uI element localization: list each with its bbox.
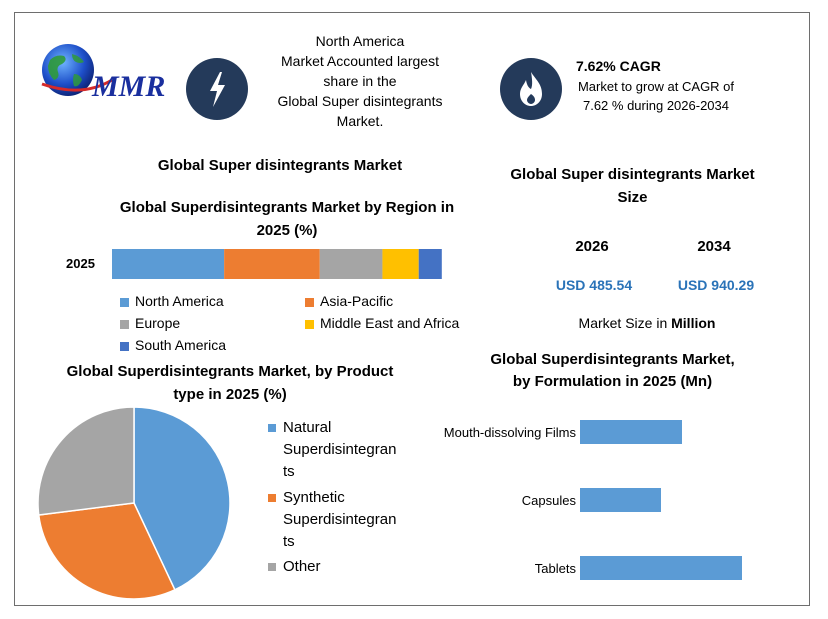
pie-slice (133, 406, 231, 591)
market-size-title-line: Global Super disintegrants Market (510, 166, 755, 183)
legend-swatch (305, 297, 314, 307)
market-size-title-line: Size (617, 189, 648, 206)
legend-swatch (268, 563, 276, 571)
callout-left-line: Global Super disintegrants (277, 93, 443, 109)
formulation-title-line: Global Superdisintegrants Market, (490, 351, 735, 368)
kpi-year-2: 2034 (697, 238, 731, 255)
region-bar-segment (112, 249, 225, 279)
logo: MMR (38, 44, 173, 103)
legend-swatch (268, 424, 276, 432)
legend-label: North America (135, 293, 224, 309)
legend-label: Synthetic Superdisintegran ts (283, 487, 396, 553)
pie-slice (37, 502, 176, 600)
legend-label-line: Superdisintegran (283, 511, 397, 528)
legend-label-line: Superdisintegran (283, 441, 397, 458)
legend-label: Other (283, 556, 321, 578)
region-bar-segment (382, 249, 419, 279)
flame-icon (520, 72, 542, 106)
product-title-line: Global Superdisintegrants Market, by Pro… (66, 363, 394, 380)
legend-label-line: Other (283, 558, 321, 575)
infographic-frame (14, 12, 810, 606)
callout-right-line: Market to grow at CAGR of (577, 79, 735, 94)
market-size-note: Market Size in Million (540, 315, 754, 331)
legend-label-line: Synthetic (283, 489, 345, 506)
callout-left-icon-bg (186, 58, 248, 120)
region-bar-segment (319, 249, 383, 279)
formulation-category-label: Mouth-dissolving Films (443, 425, 576, 440)
logo-text: MMR (92, 70, 166, 103)
product-chart-title: Global Superdisintegrants Market, by Pro… (40, 360, 420, 406)
legend-swatch (120, 319, 129, 329)
callout-left-text: North America Market Accounted largest sha… (260, 31, 460, 131)
legend-label: Natural Superdisintegran ts (283, 417, 396, 483)
market-size-note-unit: Million (671, 315, 716, 331)
region-bar-segment (418, 249, 442, 279)
kpi-value-1: USD 485.54 (555, 277, 633, 293)
legend-swatch (120, 297, 129, 307)
formulation-category-label: Capsules (521, 493, 576, 508)
region-legend-item: Asia-Pacific (305, 293, 393, 309)
callout-right-line: 7.62 % during 2026-2034 (582, 98, 729, 113)
globe-icon (41, 44, 113, 96)
product-title-line: type in 2025 (%) (173, 386, 287, 403)
region-legend-item: South America (120, 337, 226, 353)
legend-label-line: ts (283, 533, 295, 550)
legend-label: Europe (135, 315, 181, 331)
market-size-title: Global Super disintegrants Market Size (490, 163, 775, 209)
legend-swatch (268, 494, 276, 502)
region-bar-segment (224, 249, 320, 279)
callout-left-line: North America (315, 33, 405, 49)
legend-label: South America (135, 337, 227, 353)
kpi-value-2: USD 940.29 (677, 277, 755, 293)
legend-label: Middle East and Africa (320, 315, 460, 331)
callout-right-icon-bg (500, 58, 562, 120)
formulation-chart-title: Global Superdisintegrants Market, by Form… (470, 349, 755, 393)
product-legend-item: Other (268, 556, 321, 578)
formulation-title-line: by Formulation in 2025 (Mn) (512, 373, 713, 390)
formulation-bar (580, 488, 661, 512)
region-category-label: 2025 (66, 256, 95, 271)
callout-right-text: Market to grow at CAGR of 7.62 % during 2… (566, 77, 746, 115)
region-legend-item: Middle East and Africa (305, 315, 459, 331)
legend-label-line: Natural (283, 419, 332, 436)
region-chart-title: Global Superdisintegrants Market by Regi… (100, 196, 474, 242)
legend-swatch (120, 341, 129, 351)
region-stacked-bar (112, 249, 442, 279)
market-size-note-prefix: Market Size in (578, 315, 672, 331)
section-title: Global Super disintegrants Market (157, 157, 403, 174)
product-pie-chart (37, 406, 231, 600)
formulation-category-label: Tablets (534, 561, 576, 576)
cagr-title: 7.62% CAGR (576, 58, 661, 74)
product-legend-item: Natural Superdisintegran ts (268, 417, 396, 483)
legend-label-line: ts (283, 463, 295, 480)
formulation-bar (580, 420, 682, 444)
callout-left-line: Market Accounted largest (281, 53, 439, 69)
callout-left-line: Market. (336, 113, 384, 129)
product-legend-item: Synthetic Superdisintegran ts (268, 487, 396, 553)
lightning-icon (210, 72, 225, 107)
region-legend-item: North America (120, 293, 224, 309)
kpi-year-1: 2026 (575, 238, 609, 255)
region-legend-item: Europe (120, 315, 180, 331)
region-title-line: Global Superdisintegrants Market by Regi… (119, 199, 455, 216)
pie-slice (37, 406, 135, 516)
callout-left-line: share in the (323, 73, 397, 89)
region-title-line: 2025 (%) (256, 222, 318, 239)
legend-label: Asia-Pacific (320, 293, 394, 309)
formulation-bar (580, 556, 742, 580)
legend-swatch (305, 319, 314, 329)
